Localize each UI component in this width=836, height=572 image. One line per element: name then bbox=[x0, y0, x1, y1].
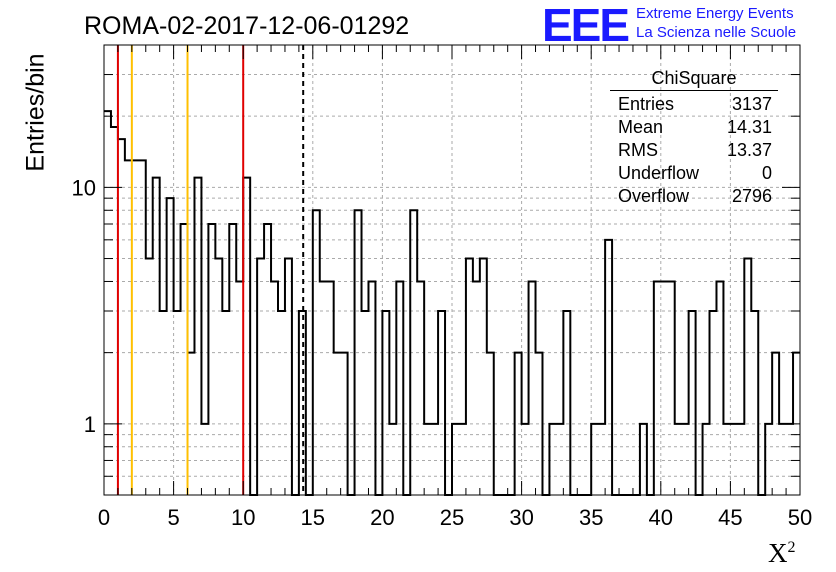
histogram-bin bbox=[181, 224, 188, 495]
stats-label: Mean bbox=[618, 117, 664, 137]
x-tick-label: 25 bbox=[440, 505, 464, 530]
logo-line-2: La Scienza nelle Scuole bbox=[636, 24, 797, 41]
stats-label: Entries bbox=[618, 94, 675, 114]
histogram-bin bbox=[563, 311, 570, 495]
histogram-bin bbox=[257, 259, 264, 495]
y-tick-label: 1 bbox=[84, 412, 96, 437]
x-tick-label: 5 bbox=[167, 505, 179, 530]
histogram-bin bbox=[327, 281, 334, 495]
x-tick-label: 10 bbox=[231, 505, 255, 530]
x-tick-label: 30 bbox=[509, 505, 533, 530]
y-tick-label: 10 bbox=[72, 175, 96, 200]
stats-row: Underflow 0 bbox=[610, 162, 780, 185]
stats-row: Overflow 2796 bbox=[610, 185, 780, 208]
eee-logo: EEE bbox=[542, 0, 630, 51]
histogram-bin bbox=[661, 281, 668, 495]
histogram-bin bbox=[362, 311, 369, 495]
histogram-bin bbox=[167, 198, 174, 495]
stats-label: Overflow bbox=[618, 186, 690, 206]
stats-label: RMS bbox=[618, 140, 658, 160]
histogram-bin bbox=[716, 281, 723, 495]
histogram-bin bbox=[382, 311, 389, 495]
histogram-bin bbox=[229, 224, 236, 495]
x-tick-label: 50 bbox=[788, 505, 812, 530]
stats-box: ChiSquare Entries 3137 Mean 14.31 RMS 13.37 Un… bbox=[610, 68, 780, 208]
histogram-bin bbox=[654, 281, 661, 495]
histogram-bin bbox=[320, 281, 327, 495]
histogram-bin bbox=[396, 281, 403, 495]
histogram-bin bbox=[243, 178, 250, 495]
histogram-bin bbox=[689, 311, 696, 495]
histogram-bin bbox=[194, 178, 201, 495]
histogram-bin bbox=[264, 224, 271, 495]
histogram-bin bbox=[208, 224, 215, 495]
stats-row: Entries 3137 bbox=[610, 93, 780, 116]
histogram-bin bbox=[222, 311, 229, 495]
stats-title: ChiSquare bbox=[610, 68, 778, 91]
histogram-bin bbox=[480, 259, 487, 495]
histogram-bin bbox=[368, 281, 375, 495]
stats-value: 3137 bbox=[731, 94, 772, 114]
y-axis-label: Entries/bin bbox=[21, 53, 50, 172]
chart-title: ROMA-02-2017-12-06-01292 bbox=[84, 12, 410, 40]
stats-value: 0 bbox=[761, 163, 772, 183]
stats-row: RMS 13.37 bbox=[610, 139, 780, 162]
stats-value: 13.37 bbox=[726, 140, 772, 160]
x-tick-label: 20 bbox=[370, 505, 394, 530]
stats-label: Underflow bbox=[618, 163, 700, 183]
histogram-bin bbox=[466, 259, 473, 495]
histogram-bin bbox=[710, 311, 717, 495]
histogram-bin bbox=[146, 259, 153, 495]
x-tick-label: 35 bbox=[579, 505, 603, 530]
histogram-bin bbox=[417, 281, 424, 495]
histogram-bin bbox=[473, 281, 480, 495]
stats-value: 14.31 bbox=[726, 117, 772, 137]
histogram-bin bbox=[668, 281, 675, 495]
histogram-bin bbox=[174, 311, 181, 495]
logo-line-1: Extreme Energy Events bbox=[636, 5, 794, 22]
histogram-series bbox=[104, 110, 800, 496]
histogram-bin bbox=[751, 311, 758, 495]
histogram-bin bbox=[278, 311, 285, 495]
histogram-bin bbox=[438, 311, 445, 495]
histogram-bin bbox=[744, 259, 751, 495]
histogram-bin bbox=[236, 281, 243, 495]
histogram-bin bbox=[160, 311, 167, 495]
x-tick-label: 40 bbox=[649, 505, 673, 530]
stats-row: Mean 14.31 bbox=[610, 116, 780, 139]
histogram-bin bbox=[529, 281, 536, 495]
x-axis-label: X2 bbox=[768, 538, 796, 568]
histogram-bin bbox=[104, 111, 111, 495]
histogram-bin bbox=[605, 240, 612, 495]
histogram-bin bbox=[285, 259, 292, 495]
x-tick-label: 15 bbox=[301, 505, 325, 530]
x-tick-label: 45 bbox=[718, 505, 742, 530]
histogram-bin bbox=[153, 178, 160, 495]
histogram-bin bbox=[118, 139, 125, 495]
stats-value: 2796 bbox=[731, 186, 772, 206]
histogram-bin bbox=[299, 311, 306, 495]
histogram-bin bbox=[271, 281, 278, 495]
histogram-bin bbox=[215, 259, 222, 495]
x-tick-label: 0 bbox=[98, 505, 110, 530]
